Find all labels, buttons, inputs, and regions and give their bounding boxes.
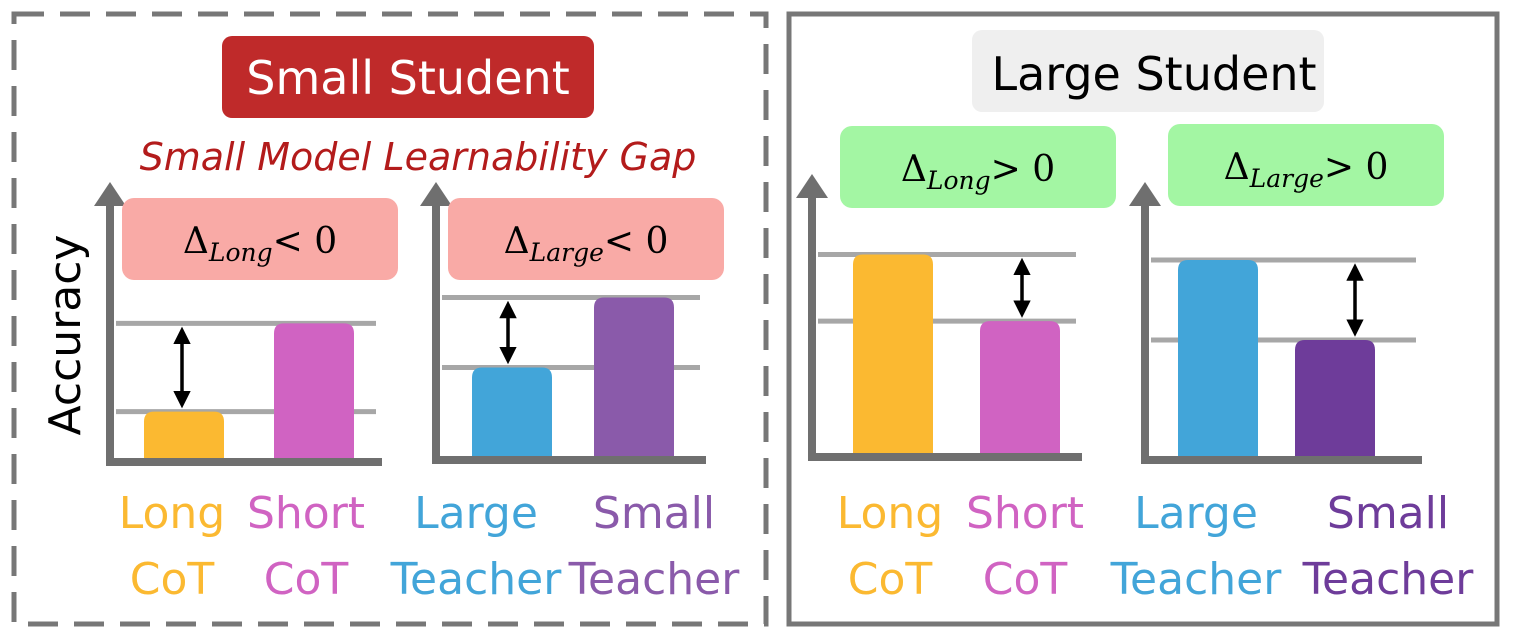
category-label-line1: Short — [966, 488, 1084, 539]
category-label-line1: Large — [1134, 488, 1258, 539]
bar-small-teacher — [594, 297, 674, 460]
delta-formula: ΔLarge< 0 — [504, 221, 669, 267]
delta-box — [448, 198, 724, 280]
delta-formula: ΔLong< 0 — [183, 221, 337, 267]
delta-relation: < 0 — [273, 221, 338, 262]
category-label-line1: Small — [1327, 488, 1449, 539]
delta-formula: ΔLarge> 0 — [1224, 147, 1389, 193]
bar-short-cot — [274, 323, 354, 462]
small-student-title: Small Student — [246, 51, 569, 105]
category-label-line2: CoT — [130, 554, 215, 605]
delta-subscript: Large — [1249, 164, 1324, 193]
delta-relation: > 0 — [991, 149, 1056, 190]
delta-symbol: Δ — [1224, 147, 1250, 188]
category-label-line2: CoT — [848, 554, 933, 605]
bar-large-teacher — [472, 367, 552, 460]
delta-symbol: Δ — [901, 149, 927, 190]
delta-subscript: Long — [926, 166, 991, 195]
bar-large-teacher — [1178, 260, 1258, 460]
large-student-title-box — [972, 30, 1324, 112]
delta-relation: < 0 — [604, 221, 669, 262]
bar-short-cot — [980, 321, 1060, 457]
delta-symbol: Δ — [183, 221, 209, 262]
category-label-line1: Large — [414, 488, 538, 539]
large-student-title: Large Student — [991, 47, 1316, 101]
panel-dashed-border — [11, 11, 769, 627]
y-axis-arrowhead — [796, 174, 828, 198]
learnability-gap-subtitle: Small Model Learnability Gap — [140, 135, 697, 179]
y-axis-label: Accuracy — [40, 235, 91, 436]
bar-long-cot — [853, 254, 933, 457]
small-student-panel: Small Student Small Model Learnability G… — [11, 11, 769, 627]
small-student-title-box — [222, 36, 594, 118]
category-label-line1: Short — [247, 488, 365, 539]
category-label-line2: CoT — [983, 554, 1068, 605]
delta-relation: > 0 — [1324, 147, 1389, 188]
delta-subscript: Large — [529, 238, 604, 267]
delta-box — [122, 198, 398, 280]
delta-box — [1168, 124, 1444, 206]
bar-small-teacher — [1295, 340, 1375, 460]
y-axis-arrowhead — [420, 182, 452, 206]
category-label-line2: Teacher — [568, 554, 741, 605]
category-label-line1: Long — [119, 488, 225, 539]
panel-solid-border — [786, 11, 1500, 627]
category-label-line2: Teacher — [1110, 554, 1283, 605]
category-label-line1: Long — [837, 488, 943, 539]
category-label-line2: Teacher — [390, 554, 563, 605]
y-axis-arrowhead — [1129, 182, 1161, 206]
y-axis-arrowhead — [94, 182, 126, 206]
delta-formula: ΔLong> 0 — [901, 149, 1055, 195]
category-label-line2: CoT — [264, 554, 349, 605]
category-label-line1: Small — [593, 488, 715, 539]
bar-long-cot — [144, 411, 224, 462]
delta-symbol: Δ — [504, 221, 530, 262]
category-label-line2: Teacher — [1302, 554, 1475, 605]
delta-subscript: Long — [208, 238, 273, 267]
delta-box — [840, 126, 1116, 208]
